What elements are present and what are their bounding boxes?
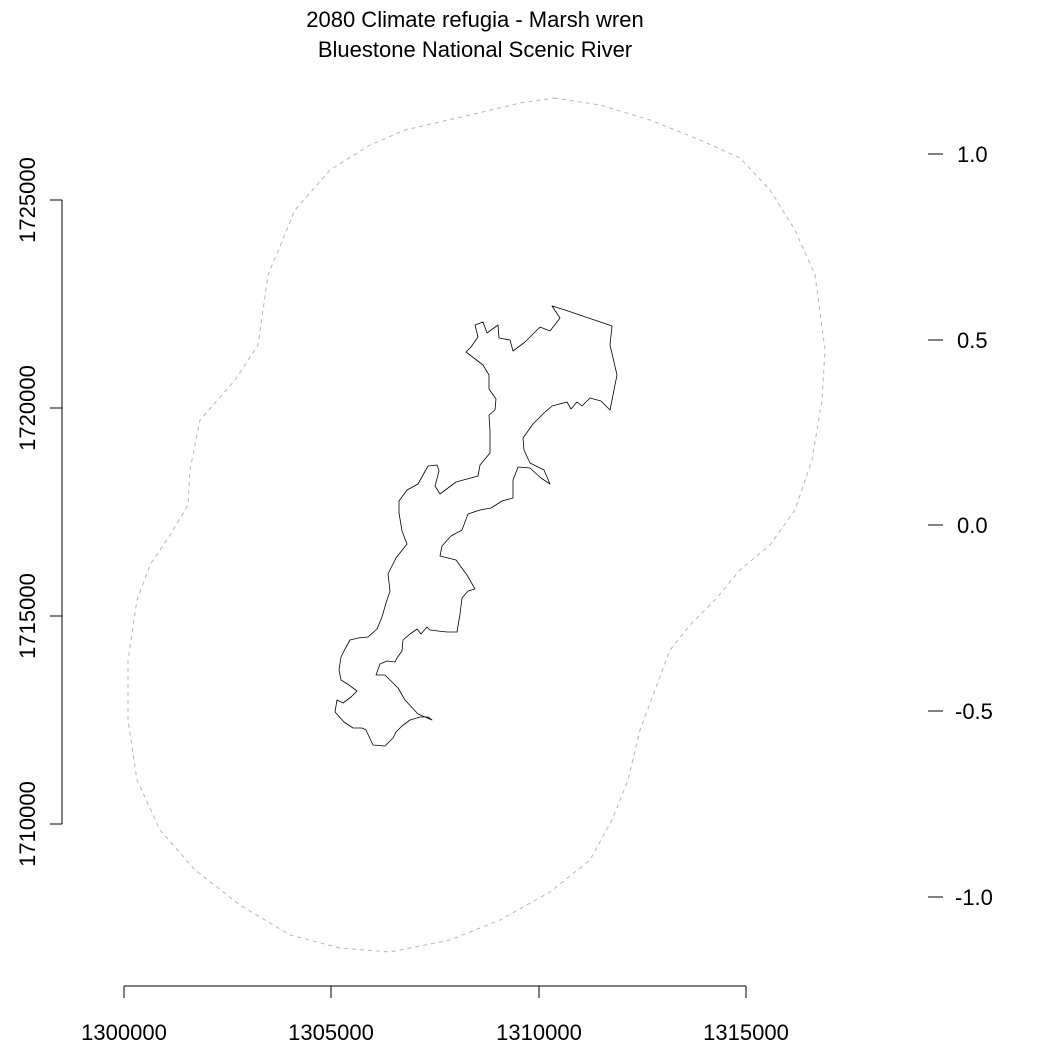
map-subtitle: Bluestone National Scenic River	[318, 37, 632, 62]
x-axis: 1300000 1305000 1310000 1315000	[81, 985, 789, 1045]
y-tick-label: 1720000	[15, 365, 40, 451]
map-title: 2080 Climate refugia - Marsh wren	[306, 7, 643, 32]
legend-tick-label: 0.5	[957, 328, 988, 353]
y-axis: 1710000 1715000 1720000 1725000	[15, 157, 63, 867]
x-tick-label: 1310000	[496, 1020, 582, 1045]
park-boundary	[334, 305, 618, 747]
x-tick-label: 1300000	[81, 1020, 167, 1045]
x-tick-label: 1315000	[703, 1020, 789, 1045]
legend-tick-label: 1.0	[957, 142, 988, 167]
x-tick-label: 1305000	[288, 1020, 374, 1045]
y-tick-label: 1710000	[15, 781, 40, 867]
legend-tick-label: 0.0	[957, 513, 988, 538]
buffer-outline	[127, 97, 826, 953]
y-tick-label: 1725000	[15, 157, 40, 243]
legend-tick-label: -0.5	[955, 699, 993, 724]
legend-tick-label: -1.0	[955, 885, 993, 910]
y-tick-label: 1715000	[15, 573, 40, 659]
legend-scale: 1.0 0.5 0.0 -0.5 -1.0	[928, 142, 993, 910]
